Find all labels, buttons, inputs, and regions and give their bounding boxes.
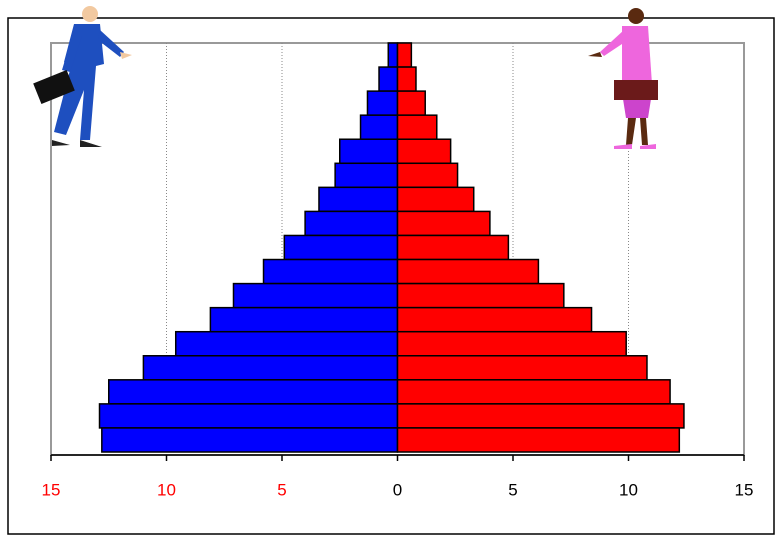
bar <box>398 380 671 404</box>
bar <box>398 115 437 139</box>
bar <box>398 308 592 332</box>
x-tick-label: 10 <box>619 480 638 499</box>
bar <box>284 235 397 259</box>
bar <box>210 308 397 332</box>
bar <box>143 356 397 380</box>
bar <box>398 163 458 187</box>
bar <box>361 115 398 139</box>
chart: 15 10 5 0 5 10 15 <box>0 0 777 537</box>
x-tick-label: 10 <box>157 480 176 499</box>
bar <box>398 404 684 428</box>
bar <box>367 91 397 115</box>
bar <box>398 67 416 91</box>
bar <box>398 139 451 163</box>
bar <box>398 91 426 115</box>
x-tick-label: 0 <box>393 480 402 499</box>
bar <box>233 284 397 308</box>
bar <box>100 404 398 428</box>
bar <box>398 235 509 259</box>
page: {"chart_data": {"type": "pyramid", "xlim… <box>0 0 777 537</box>
bar <box>398 187 474 211</box>
x-tick-label: 5 <box>277 480 286 499</box>
bar <box>398 428 680 452</box>
bar <box>335 163 397 187</box>
bar <box>264 260 398 284</box>
bar <box>398 43 412 67</box>
bar <box>379 67 397 91</box>
bar <box>398 284 564 308</box>
x-tick-label: 5 <box>508 480 517 499</box>
bar <box>109 380 398 404</box>
bar <box>340 139 398 163</box>
x-tick-label: 15 <box>42 480 61 499</box>
bar <box>398 356 647 380</box>
bar <box>305 211 397 235</box>
x-tick-label: 15 <box>735 480 754 499</box>
bar <box>319 187 398 211</box>
bar <box>388 43 397 67</box>
bar <box>102 428 398 452</box>
bar <box>398 260 539 284</box>
bar <box>398 211 490 235</box>
bar <box>398 332 627 356</box>
bar <box>176 332 398 356</box>
